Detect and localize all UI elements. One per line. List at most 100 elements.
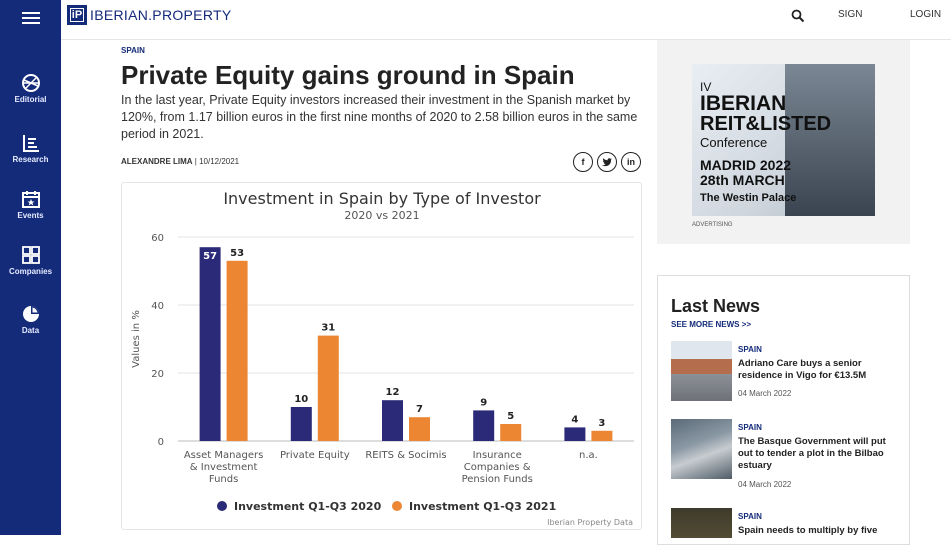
y-axis-label: Values in % (131, 310, 142, 368)
sidebar-item-data[interactable]: Data (0, 304, 61, 335)
bar (199, 247, 221, 441)
article-title: Private Equity gains ground in Spain (121, 60, 575, 90)
x-tick-label: Companies & (464, 462, 531, 473)
research-icon (22, 135, 39, 152)
bar (409, 417, 430, 441)
chart-subtitle: 2020 vs 2021 (344, 209, 419, 222)
menu-icon[interactable] (22, 12, 40, 26)
logo-text: IBERIAN.PROPERTY (90, 7, 232, 23)
ad-line: REIT&LISTED (700, 113, 832, 135)
data-label: 9 (480, 397, 487, 408)
last-news-panel: Last News SEE MORE NEWS >> SPAIN Adriano… (657, 275, 910, 545)
x-tick-label: n.a. (579, 450, 598, 461)
news-item[interactable]: SPAIN Spain needs to multiply by five (671, 508, 901, 538)
data-label: 53 (230, 248, 244, 259)
news-item[interactable]: SPAIN The Basque Government will put out… (671, 419, 901, 489)
twitter-share-button[interactable] (597, 152, 617, 172)
grid-icon (21, 246, 40, 264)
linkedin-share-button[interactable]: in (621, 152, 641, 172)
chart-container: Investment in Spain by Type of Investor 2… (121, 182, 642, 530)
data-label: 31 (321, 323, 335, 334)
x-tick-label: Insurance (473, 450, 522, 461)
legend-entry: Investment Q1-Q3 2020 (234, 500, 382, 513)
ad-line: MADRID 2022 (700, 157, 792, 173)
x-tick-label: Asset Managers (184, 450, 264, 461)
ad-line: The Westin Palace (700, 192, 797, 204)
bar (500, 424, 522, 441)
bar (591, 430, 613, 441)
sidebar-item-label: Companies (8, 267, 53, 276)
facebook-share-button[interactable]: f (573, 152, 593, 172)
sidebar-item-companies[interactable]: Companies (0, 245, 61, 276)
chart-title: Investment in Spain by Type of Investor (223, 189, 541, 208)
twitter-icon (602, 157, 612, 166)
article-lead: In the last year, Private Equity investo… (121, 93, 638, 141)
pie-icon (22, 306, 39, 322)
y-tick-label: 40 (151, 301, 164, 312)
sidebar-item-label: Events (17, 211, 44, 220)
data-label: 7 (416, 404, 423, 415)
ad-line: IBERIAN (700, 92, 787, 115)
data-label: 12 (386, 387, 400, 398)
legend-marker (392, 501, 402, 511)
sidebar-item-editorial[interactable]: Editorial (0, 73, 61, 104)
bar (564, 427, 586, 441)
bar (317, 335, 339, 441)
x-tick-label: & Investment (190, 462, 258, 473)
ad-line: Conference (700, 135, 768, 150)
news-thumbnail (671, 508, 732, 538)
sidebar: Editorial Research Events Companies Data (0, 0, 61, 535)
news-item[interactable]: SPAIN Adriano Care buys a senior residen… (671, 341, 901, 403)
sidebar-item-label: Editorial (14, 95, 47, 104)
sidebar-item-research[interactable]: Research (0, 133, 61, 164)
publish-date: 10/12/2021 (199, 157, 240, 166)
news-headline: The Basque Government will put out to te… (738, 436, 886, 471)
author-name: ALEXANDRE LIMA (121, 157, 193, 166)
data-label: 5 (507, 411, 514, 422)
sidebar-item-label: Research (12, 155, 49, 164)
bar (473, 410, 495, 441)
news-category: SPAIN (738, 423, 762, 432)
legend-entry: Investment Q1-Q3 2021 (409, 500, 556, 513)
news-date: 04 March 2022 (738, 480, 792, 489)
news-thumbnail (671, 341, 732, 401)
bar (290, 407, 312, 441)
sign-link[interactable]: SIGN (838, 9, 863, 20)
sidebar-item-events[interactable]: Events (0, 189, 61, 220)
search-icon[interactable] (791, 9, 805, 23)
site-logo[interactable]: iP IBERIAN.PROPERTY (67, 5, 231, 25)
news-category: SPAIN (738, 512, 762, 521)
top-bar: iP IBERIAN.PROPERTY SIGN LOGIN (61, 0, 951, 40)
linkedin-icon: in (627, 157, 635, 167)
byline: ALEXANDRE LIMA | 10/12/2021 (121, 157, 240, 166)
x-tick-label: REITS & Socimis (365, 450, 446, 461)
globe-icon (21, 74, 40, 92)
login-link[interactable]: LOGIN (910, 9, 942, 20)
see-more-news-link[interactable]: SEE MORE NEWS >> (671, 320, 752, 329)
x-tick-label: Pension Funds (462, 474, 533, 485)
last-news-title: Last News (671, 296, 761, 316)
data-label: 10 (294, 394, 308, 405)
y-tick-label: 0 (158, 437, 164, 448)
bar (382, 400, 403, 441)
facebook-icon: f (581, 157, 585, 167)
advertising-label: ADVERTISING (692, 222, 733, 228)
investment-chart: Investment in Spain by Type of Investor2… (131, 189, 634, 527)
news-category: SPAIN (738, 345, 762, 354)
y-tick-label: 60 (151, 233, 164, 244)
ad-line: IV (700, 80, 712, 94)
bar (226, 260, 248, 441)
legend-marker (217, 501, 227, 511)
news-headline: Spain needs to multiply by five (738, 525, 878, 536)
sidebar-item-label: Data (21, 326, 40, 335)
ad-line: 28th MARCH (700, 172, 785, 188)
conference-banner[interactable]: IV IBERIAN REIT&LISTED Conference MADRID… (692, 64, 875, 216)
data-label: 57 (203, 251, 217, 262)
data-label: 3 (598, 418, 605, 429)
news-date: 04 March 2022 (738, 389, 792, 398)
news-headline: Adriano Care buys a senior residence in … (738, 358, 867, 381)
article-category[interactable]: SPAIN (121, 46, 145, 55)
news-thumbnail (671, 419, 732, 479)
x-tick-label: Private Equity (280, 450, 350, 461)
chart-source: Iberian Property Data (547, 518, 633, 527)
